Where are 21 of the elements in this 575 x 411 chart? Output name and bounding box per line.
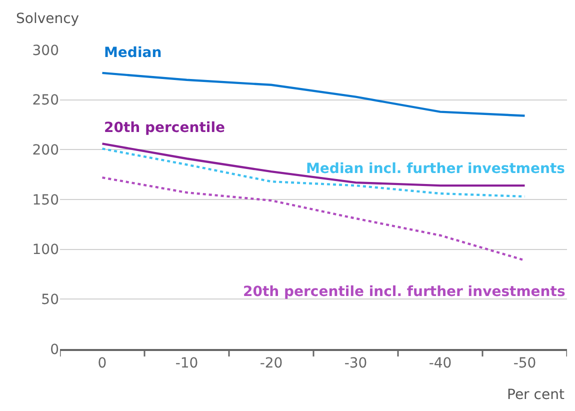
series-label: 20th percentile xyxy=(104,120,225,136)
x-tick-label: -20 xyxy=(260,356,283,372)
y-tick-label: 300 xyxy=(32,42,59,59)
x-tick-label: 0 xyxy=(98,356,107,372)
y-tick-label: 50 xyxy=(41,292,59,308)
y-axis-title: Solvency xyxy=(16,11,80,27)
y-tick-label: 100 xyxy=(32,242,59,258)
x-axis-title: Per cent xyxy=(507,387,565,403)
text: 20th percentile incl. further investments xyxy=(243,284,566,300)
x-tick-label: -50 xyxy=(513,356,536,372)
line-series xyxy=(101,176,526,262)
x-tick-label: -40 xyxy=(428,356,452,372)
x-tick-label: -30 xyxy=(344,356,368,372)
series-label: Median incl. further investments xyxy=(306,161,565,177)
y-tick-label: 150 xyxy=(32,192,59,208)
y-tick-label: 0 xyxy=(50,342,59,358)
series-label: Median xyxy=(104,45,162,61)
x-tick-label: -10 xyxy=(175,356,198,372)
y-tick-label: 200 xyxy=(32,142,59,159)
y-tick-label: 250 xyxy=(32,92,59,109)
line-series xyxy=(101,72,526,117)
